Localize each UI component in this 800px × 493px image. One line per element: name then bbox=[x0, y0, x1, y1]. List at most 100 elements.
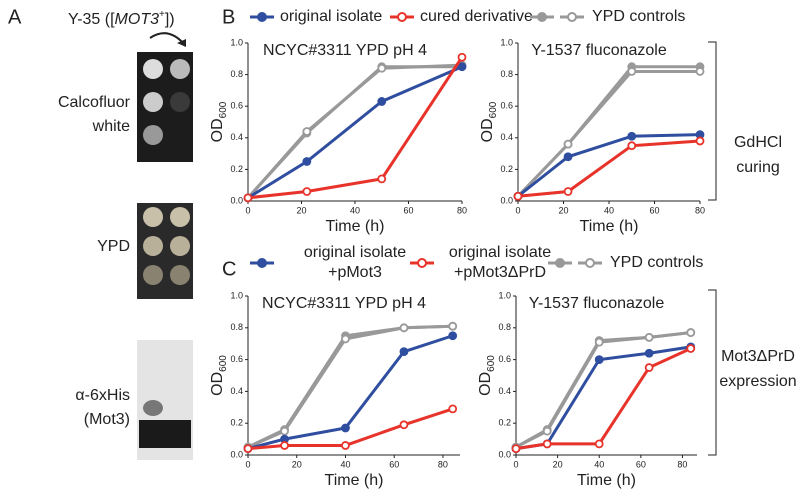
legend-label: +pMot3 bbox=[328, 264, 382, 281]
data-point bbox=[448, 331, 458, 341]
data-point bbox=[686, 344, 696, 353]
x-tick-label: 60 bbox=[649, 205, 659, 215]
x-tick-label: 60 bbox=[403, 205, 413, 215]
data-point bbox=[511, 444, 521, 454]
chart-title: Y-1537 fluconazole bbox=[529, 295, 665, 312]
x-tick-label: 80 bbox=[438, 459, 448, 469]
x-tick-label: 40 bbox=[350, 205, 360, 215]
colony bbox=[143, 125, 163, 145]
data-point bbox=[686, 328, 696, 337]
series-line bbox=[246, 63, 463, 199]
x-tick-label: 0 bbox=[513, 459, 518, 469]
data-point bbox=[341, 441, 350, 450]
series-line bbox=[247, 56, 464, 200]
y-tick-label: 1.0 bbox=[230, 37, 243, 47]
legend-label: cured derivative bbox=[420, 8, 533, 25]
colony bbox=[143, 236, 163, 256]
x-tick-label: 20 bbox=[558, 205, 568, 215]
side-label: curing bbox=[736, 159, 780, 176]
colony bbox=[170, 236, 190, 256]
data-point bbox=[594, 355, 604, 365]
legend-label: YPD controls bbox=[592, 8, 685, 25]
y-tick-label: 0.4 bbox=[498, 386, 511, 396]
data-point bbox=[377, 174, 387, 184]
data-point bbox=[644, 363, 654, 372]
arrowhead bbox=[177, 39, 186, 47]
data-point bbox=[627, 67, 637, 76]
x-tick-label: 0 bbox=[245, 459, 250, 469]
data-point bbox=[280, 426, 289, 436]
row-label: YPD bbox=[97, 238, 130, 255]
data-point bbox=[399, 323, 409, 333]
data-point bbox=[457, 62, 467, 72]
data-point bbox=[542, 439, 552, 449]
data-point bbox=[563, 139, 573, 149]
y-tick-label: 0.2 bbox=[230, 418, 243, 428]
x-tick-label: 60 bbox=[389, 459, 399, 469]
row-label: Calcofluor bbox=[58, 94, 131, 111]
x-tick-label: 20 bbox=[553, 459, 563, 469]
data-point bbox=[563, 187, 573, 196]
bracket bbox=[708, 41, 717, 201]
y-axis-label: OD600 bbox=[479, 101, 498, 142]
x-axis-label: Time (h) bbox=[326, 218, 385, 235]
data-point bbox=[448, 321, 458, 331]
data-point bbox=[448, 404, 458, 414]
row-label: α-6xHis bbox=[75, 387, 130, 404]
y-tick-label: 0.4 bbox=[500, 132, 513, 142]
legend-marker bbox=[417, 258, 427, 268]
legend-label: +pMot3ΔPrD bbox=[454, 264, 546, 281]
colony bbox=[143, 59, 163, 79]
data-point bbox=[594, 439, 604, 449]
y-axis-label-sub: 600 bbox=[488, 101, 499, 118]
y-tick-label: 1.0 bbox=[498, 290, 511, 300]
x-axis-label: Time (h) bbox=[577, 472, 636, 489]
chart-title: NCYC#3311 YPD pH 4 bbox=[262, 295, 426, 312]
x-tick-label: 80 bbox=[695, 205, 705, 215]
x-axis-label: Time (h) bbox=[580, 218, 639, 235]
data-point bbox=[594, 337, 604, 347]
series-line bbox=[516, 69, 700, 198]
y-tick-label: 0.4 bbox=[230, 386, 243, 396]
y-axis-label-main: OD bbox=[477, 372, 494, 396]
y-axis-label-sub: 600 bbox=[218, 101, 229, 118]
legend-marker bbox=[257, 258, 267, 268]
blot-band bbox=[139, 420, 191, 448]
x-tick-label: 40 bbox=[594, 459, 604, 469]
x-tick-label: 0 bbox=[245, 205, 250, 215]
y-axis-label-main: OD bbox=[209, 118, 226, 142]
panel-label: A bbox=[8, 6, 22, 28]
y-tick-label: 0.6 bbox=[230, 354, 243, 364]
data-point bbox=[243, 193, 253, 203]
series-line bbox=[517, 139, 701, 198]
legend-marker bbox=[257, 12, 267, 22]
y-tick-label: 0.8 bbox=[230, 322, 243, 332]
data-point bbox=[399, 420, 409, 430]
data-point bbox=[695, 67, 705, 76]
y-tick-label: 1.0 bbox=[500, 37, 513, 47]
y-tick-label: 0.2 bbox=[500, 164, 513, 174]
y-axis-label-main: OD bbox=[479, 118, 496, 142]
colony bbox=[170, 59, 190, 79]
bracket bbox=[708, 289, 717, 456]
row-label: (Mot3) bbox=[84, 411, 130, 428]
series-line bbox=[516, 65, 700, 198]
y-tick-label: 0.8 bbox=[230, 69, 243, 79]
y-axis-label: OD600 bbox=[209, 101, 228, 142]
colony bbox=[143, 265, 163, 285]
data-point bbox=[695, 136, 705, 146]
y-tick-label: 0.2 bbox=[498, 418, 511, 428]
blot-band bbox=[143, 400, 163, 416]
series-line bbox=[517, 133, 701, 198]
y-tick-label: 0.0 bbox=[230, 195, 243, 205]
strain-label: Y-35 ([MOT3+]) bbox=[68, 9, 175, 29]
y-tick-label: 0.8 bbox=[500, 69, 513, 79]
x-tick-label: 0 bbox=[515, 205, 520, 215]
data-point bbox=[280, 441, 289, 450]
y-axis-label-sub: 600 bbox=[486, 355, 497, 372]
gene-sup: + bbox=[159, 9, 165, 20]
colony bbox=[143, 207, 163, 227]
side-label: Mot3ΔPrD bbox=[721, 348, 795, 365]
y-tick-label: 1.0 bbox=[230, 290, 243, 300]
y-tick-label: 0.4 bbox=[230, 132, 243, 142]
